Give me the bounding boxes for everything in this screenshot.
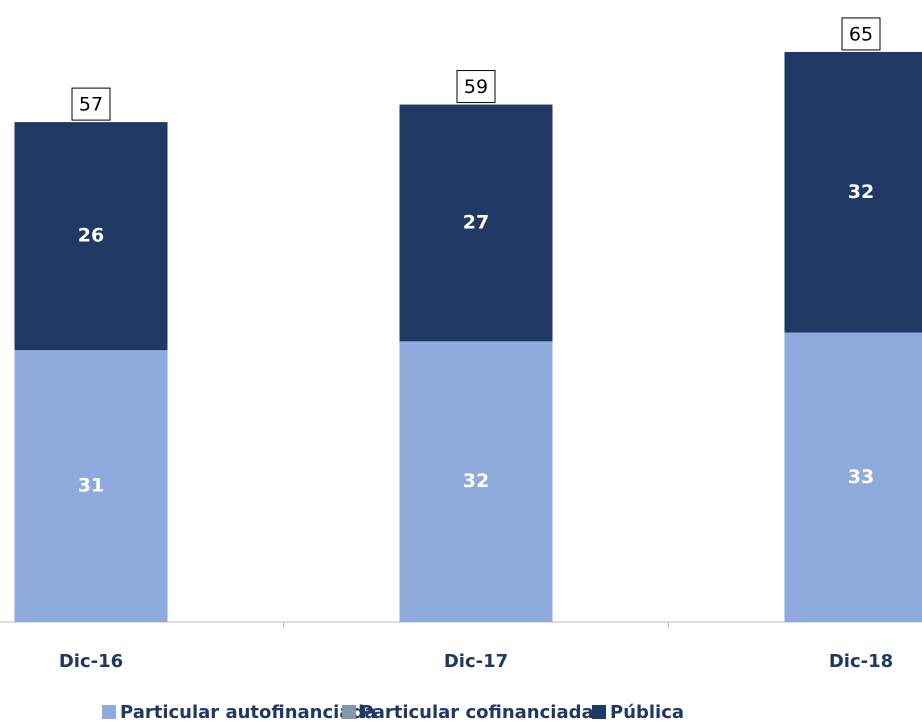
segment-label: 26: [78, 225, 104, 247]
legend-label: Pública: [610, 702, 684, 723]
bar-segment: [399, 341, 553, 622]
total-box: [456, 70, 496, 104]
bar-segment: [399, 104, 553, 342]
total-label: 65: [849, 23, 873, 45]
legend-swatch: [342, 705, 356, 719]
legend-swatch: [102, 705, 116, 719]
bar-segment: [784, 51, 922, 333]
bar-segment: [14, 350, 168, 622]
x-tick-label: Dic-18: [829, 651, 893, 672]
total-box: [71, 87, 111, 121]
legend-swatch: [592, 705, 606, 719]
segment-label: 33: [848, 466, 874, 488]
segment-label: 31: [78, 475, 104, 497]
legend-label: Particular autofinanciada: [120, 702, 377, 723]
legend-label: Particular cofinanciada: [360, 702, 594, 723]
bar-segment: [784, 332, 922, 622]
segment-label: 27: [463, 211, 489, 233]
total-label: 57: [79, 94, 103, 116]
segment-label: 32: [848, 181, 874, 203]
total-label: 59: [464, 76, 488, 98]
bar-segment: [14, 122, 168, 351]
x-tick-label: Dic-16: [59, 651, 123, 672]
total-box: [841, 17, 881, 51]
segment-label: 32: [463, 470, 489, 492]
x-tick-label: Dic-17: [444, 651, 508, 672]
